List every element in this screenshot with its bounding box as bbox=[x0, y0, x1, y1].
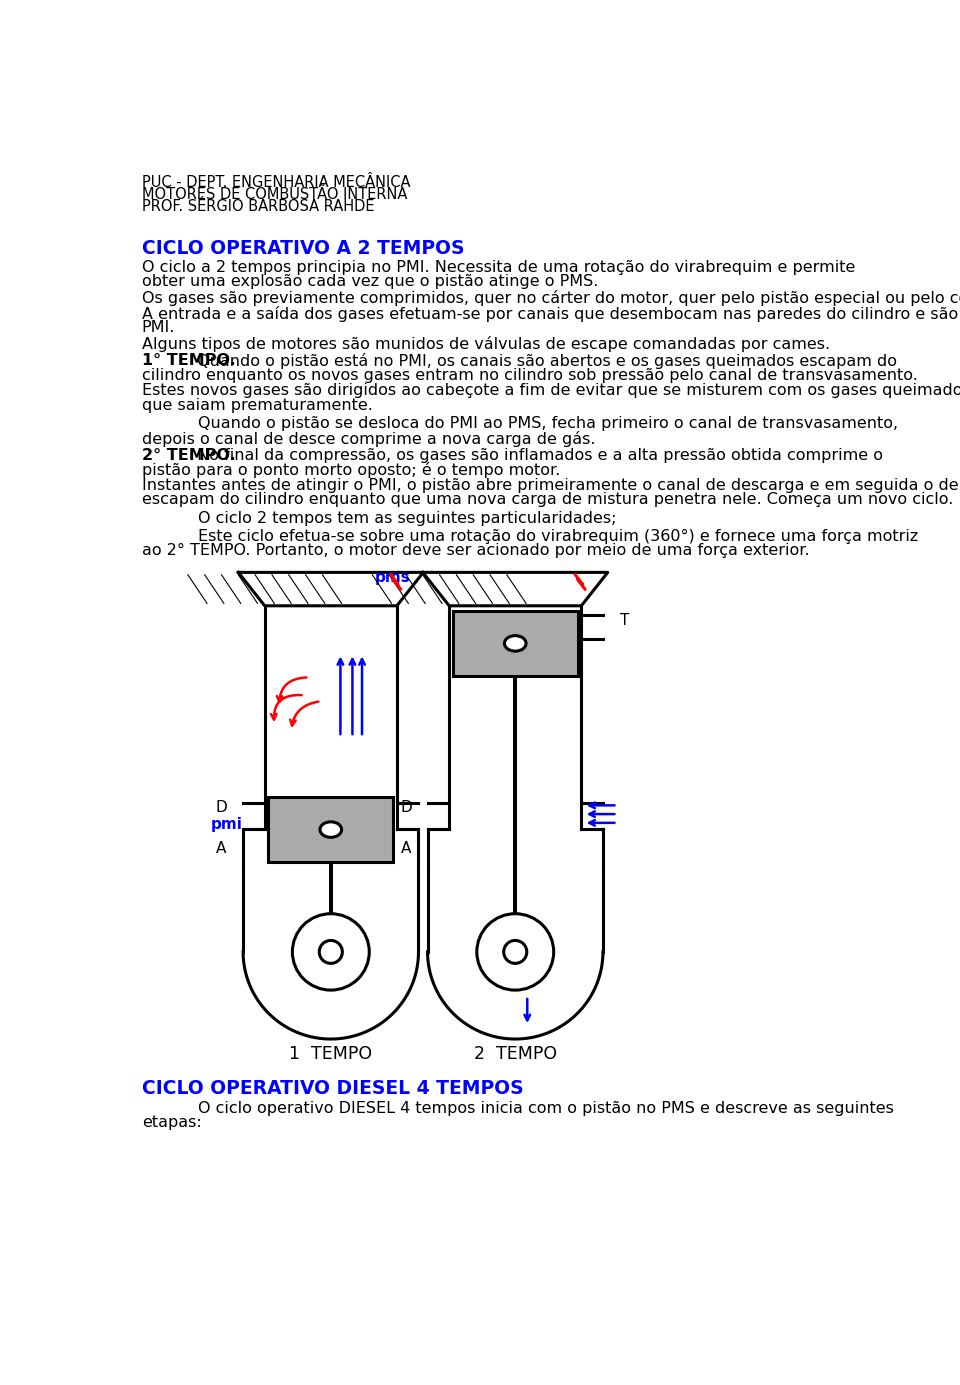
Circle shape bbox=[293, 914, 370, 990]
Ellipse shape bbox=[320, 821, 342, 838]
Text: que saiam prematuramente.: que saiam prematuramente. bbox=[142, 397, 372, 413]
Text: cilindro enquanto os novos gases entram no cilindro sob pressão pelo canal de tr: cilindro enquanto os novos gases entram … bbox=[142, 367, 918, 382]
Text: MOTORES DE COMBUSTÃO INTERNA: MOTORES DE COMBUSTÃO INTERNA bbox=[142, 187, 407, 202]
Text: PROF. SÉRGIO BARBOSA RAHDE: PROF. SÉRGIO BARBOSA RAHDE bbox=[142, 198, 374, 213]
Text: CICLO OPERATIVO A 2 TEMPOS: CICLO OPERATIVO A 2 TEMPOS bbox=[142, 238, 465, 258]
Text: pms: pms bbox=[374, 571, 411, 584]
Text: 1° TEMPO.: 1° TEMPO. bbox=[142, 353, 235, 368]
Text: Quando o pistão se desloca do PMI ao PMS, fecha primeiro o canal de transvasamen: Quando o pistão se desloca do PMI ao PMS… bbox=[198, 417, 898, 432]
Text: obter uma explosão cada vez que o pistão atinge o PMS.: obter uma explosão cada vez que o pistão… bbox=[142, 274, 598, 289]
Polygon shape bbox=[238, 572, 423, 605]
Text: ao 2° TEMPO. Portanto, o motor deve ser acionado por meio de uma força exterior.: ao 2° TEMPO. Portanto, o motor deve ser … bbox=[142, 543, 809, 558]
Text: A: A bbox=[216, 841, 227, 856]
Circle shape bbox=[320, 940, 343, 964]
Text: pmi: pmi bbox=[210, 817, 242, 832]
Circle shape bbox=[504, 940, 527, 964]
Text: Estes novos gases são dirigidos ao cabeçote a fim de evitar que se misturem com : Estes novos gases são dirigidos ao cabeç… bbox=[142, 384, 960, 399]
Text: 2° TEMPO.: 2° TEMPO. bbox=[142, 447, 235, 463]
Text: PUC - DEPT. ENGENHARIA MECÂNICA: PUC - DEPT. ENGENHARIA MECÂNICA bbox=[142, 176, 410, 191]
Text: T: T bbox=[620, 614, 629, 627]
Text: etapas:: etapas: bbox=[142, 1115, 202, 1130]
Ellipse shape bbox=[504, 636, 526, 651]
Text: PMI.: PMI. bbox=[142, 320, 175, 335]
Text: O ciclo a 2 tempos principia no PMI. Necessita de uma rotação do virabrequim e p: O ciclo a 2 tempos principia no PMI. Nec… bbox=[142, 260, 855, 276]
Text: A entrada e a saída dos gases efetuam-se por canais que desembocam nas paredes d: A entrada e a saída dos gases efetuam-se… bbox=[142, 306, 960, 321]
Bar bbox=[269, 796, 394, 863]
Text: A: A bbox=[400, 841, 411, 856]
Polygon shape bbox=[422, 572, 608, 605]
Text: Os gases são previamente comprimidos, quer no cárter do motor, quer pelo pistão : Os gases são previamente comprimidos, qu… bbox=[142, 291, 960, 306]
Text: O ciclo operativo DIESEL 4 tempos inicia com o pistão no PMS e descreve as segui: O ciclo operativo DIESEL 4 tempos inicia… bbox=[198, 1101, 894, 1116]
Text: O ciclo 2 tempos tem as seguintes particularidades;: O ciclo 2 tempos tem as seguintes partic… bbox=[198, 511, 616, 526]
Circle shape bbox=[477, 914, 554, 990]
Text: 1  TEMPO: 1 TEMPO bbox=[289, 1044, 372, 1062]
Text: D: D bbox=[400, 801, 412, 816]
Text: 2  TEMPO: 2 TEMPO bbox=[473, 1044, 557, 1062]
Text: escapam do cilindro enquanto que uma nova carga de mistura penetra nele. Começa : escapam do cilindro enquanto que uma nov… bbox=[142, 492, 953, 507]
Text: CICLO OPERATIVO DIESEL 4 TEMPOS: CICLO OPERATIVO DIESEL 4 TEMPOS bbox=[142, 1079, 523, 1098]
Text: pistão para o ponto morto oposto; é o tempo motor.: pistão para o ponto morto oposto; é o te… bbox=[142, 463, 560, 478]
Bar bbox=[453, 611, 578, 676]
Text: depois o canal de desce comprime a nova carga de gás.: depois o canal de desce comprime a nova … bbox=[142, 431, 595, 447]
Text: D: D bbox=[216, 801, 228, 816]
Text: No final da compressão, os gases são inflamados e a alta pressão obtida comprime: No final da compressão, os gases são inf… bbox=[192, 447, 883, 463]
Text: Este ciclo efetua-se sobre uma rotação do virabrequim (360°) e fornece uma força: Este ciclo efetua-se sobre uma rotação d… bbox=[198, 529, 918, 543]
Text: Instantes antes de atingir o PMI, o pistão abre primeiramente o canal de descarg: Instantes antes de atingir o PMI, o pist… bbox=[142, 478, 960, 493]
Text: Alguns tipos de motores são munidos de válvulas de escape comandadas por cames.: Alguns tipos de motores são munidos de v… bbox=[142, 337, 829, 352]
Text: Quando o pistão está no PMI, os canais são abertos e os gases queimados escapam : Quando o pistão está no PMI, os canais s… bbox=[192, 353, 897, 370]
